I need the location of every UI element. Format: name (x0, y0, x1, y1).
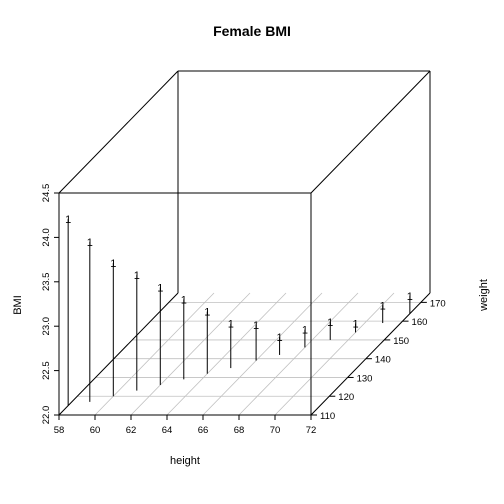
grid-line-x (274, 292, 395, 416)
z-tick-label: 24.5 (41, 184, 52, 203)
x-tick-label: 60 (90, 425, 101, 436)
grid-line-x (94, 292, 215, 416)
box-front-edges (58, 192, 431, 416)
grid-line-x (166, 292, 287, 416)
x-tick-label: 72 (306, 425, 317, 436)
y-tick-label: 160 (412, 317, 428, 328)
chart-title: Female BMI (213, 23, 291, 39)
data-point: 1 (352, 319, 358, 331)
y-axis-title: weight (478, 279, 490, 312)
x-tick-label: 66 (198, 425, 209, 436)
x-tick-label: 62 (126, 425, 137, 436)
x-tick-label: 58 (54, 425, 65, 436)
data-point: 1 (380, 300, 386, 312)
y-tick-label: 140 (375, 355, 391, 366)
z-tick-label: 23.5 (41, 273, 52, 292)
data-point: 1 (228, 319, 234, 331)
data-point: 1 (87, 237, 93, 249)
y-tick-label: 120 (338, 392, 354, 403)
data-points: 1 1 1 1 1 1 1 1 1 1 1 1 1 1 1 (65, 214, 413, 406)
z-axis: 22.0 22.5 23.0 23.5 24.0 24.5 (41, 184, 59, 425)
x-tick-label: 70 (270, 425, 281, 436)
z-axis-title: BMI (12, 295, 24, 315)
data-point: 1 (327, 317, 333, 329)
x-tick-label: 68 (234, 425, 245, 436)
y-tick-label: 130 (357, 373, 373, 384)
box-edge (310, 292, 431, 416)
grid-line-x (130, 292, 251, 416)
data-point: 1 (157, 282, 163, 294)
box-edge (58, 70, 179, 194)
z-tick-label: 23.0 (41, 317, 52, 336)
y-tick-label: 150 (393, 336, 409, 347)
box-edge (310, 70, 431, 194)
grid-line-x (238, 292, 359, 416)
z-tick-label: 24.0 (41, 228, 52, 247)
z-tick-label: 22.5 (41, 361, 52, 380)
floor-grid (58, 292, 431, 416)
y-tick-label: 170 (430, 298, 446, 309)
data-point: 1 (134, 270, 140, 282)
data-point: 1 (65, 214, 71, 226)
z-tick-label: 22.0 (41, 406, 52, 425)
data-point: 1 (277, 332, 283, 344)
y-tick-label: 110 (320, 411, 335, 422)
data-point: 1 (407, 291, 413, 303)
box-back-edges (58, 70, 431, 293)
x-axis: 58 60 62 64 66 68 70 72 (54, 415, 317, 436)
box-edge (58, 292, 179, 416)
data-point: 1 (253, 320, 259, 332)
data-point: 1 (302, 325, 308, 337)
data-point: 1 (110, 258, 116, 270)
data-point: 1 (181, 294, 187, 306)
data-point: 1 (204, 307, 210, 319)
grid-line-x (202, 292, 323, 416)
x-axis-title: height (170, 455, 200, 467)
x-tick-label: 64 (162, 425, 173, 436)
